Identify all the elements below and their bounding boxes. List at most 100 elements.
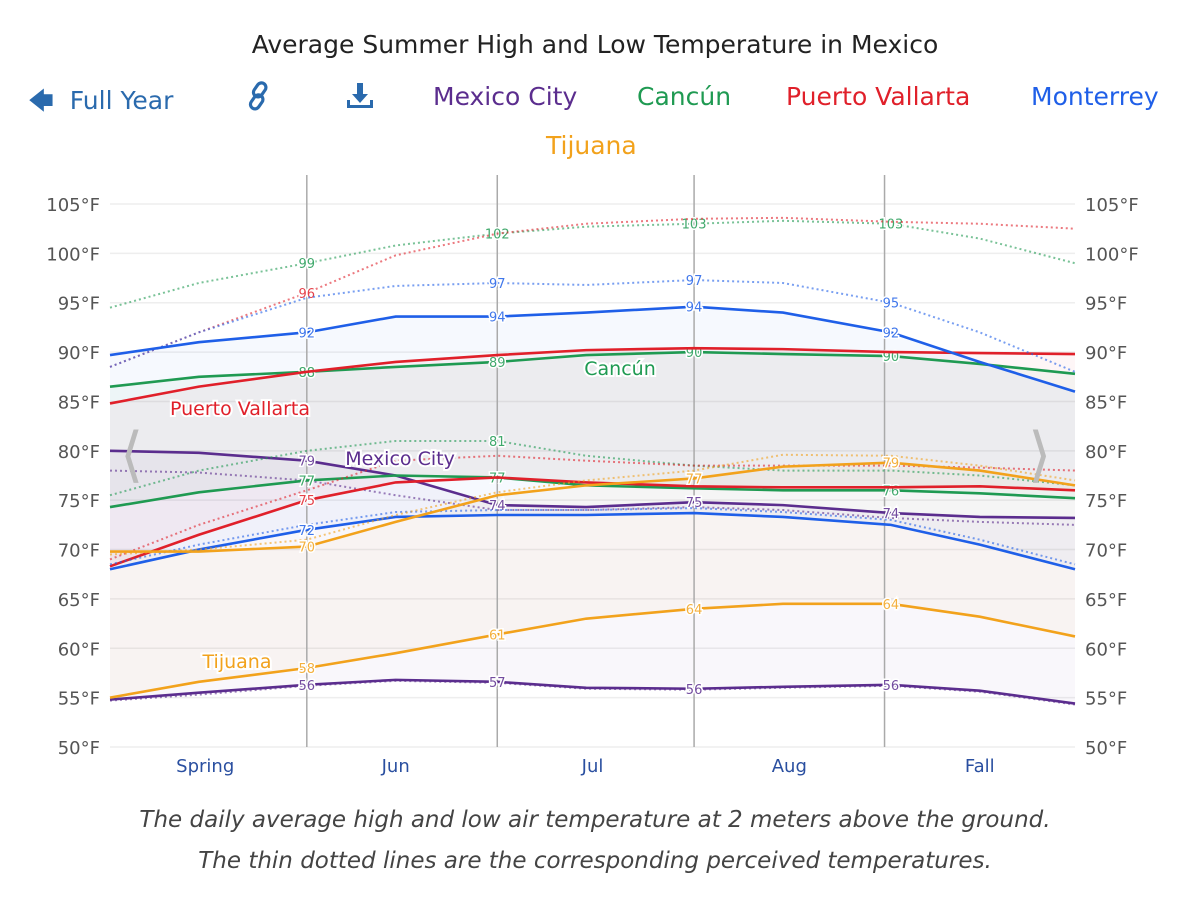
mexico-city-low-line xyxy=(109,678,1076,705)
x-tick-label: Fall xyxy=(965,756,995,777)
download-icon[interactable] xyxy=(345,80,375,118)
mexico-city-data-label: 74 xyxy=(489,499,506,514)
puerto-vallarta-low-perceived-line xyxy=(109,454,1076,561)
tijuana-data-label: 61 xyxy=(489,628,506,643)
monterrey-low-line xyxy=(109,511,1076,571)
tijuana-data-label: 77 xyxy=(686,472,703,487)
canc-n-high-perceived-line xyxy=(109,219,1076,309)
y-tick-label-right: 105°F xyxy=(1085,195,1139,216)
y-tick-label-right: 70°F xyxy=(1085,541,1127,562)
y-tick-label-left: 105°F xyxy=(46,195,100,216)
tijuana-low-line xyxy=(109,602,1076,699)
puerto-vallarta-high-perceived-line xyxy=(109,216,1076,368)
canc-n-high-line xyxy=(109,350,1076,388)
x-tick-label: Jun xyxy=(381,756,410,777)
canc-n-data-label: 99 xyxy=(299,257,316,272)
mexico-city-data-label: 75 xyxy=(686,496,703,511)
legend-puerto-vallarta[interactable]: Puerto Vallarta xyxy=(786,82,971,111)
y-tick-label-right: 55°F xyxy=(1085,689,1127,710)
series-label: Tijuana xyxy=(202,651,272,673)
legend-monterrey[interactable]: Monterrey xyxy=(1031,82,1159,111)
canc-n-data-label: 77 xyxy=(489,471,506,486)
range-band-2 xyxy=(110,348,1075,567)
y-tick-label-right: 60°F xyxy=(1085,639,1127,660)
mexico-city-data-label: 56 xyxy=(883,679,900,694)
y-tick-label-right: 90°F xyxy=(1085,343,1127,364)
y-tick-label-left: 65°F xyxy=(58,590,100,611)
monterrey-data-label: 72 xyxy=(299,524,316,539)
link-icon[interactable] xyxy=(244,80,274,118)
monterrey-data-label: 97 xyxy=(489,277,506,292)
y-tick-label-left: 85°F xyxy=(58,392,100,413)
y-tick-label-left: 75°F xyxy=(58,491,100,512)
full-year-label: Full Year xyxy=(69,86,174,115)
caption-line-1: The daily average high and low air tempe… xyxy=(139,807,1051,833)
tijuana-high-perceived-line xyxy=(109,453,1076,556)
canc-n-data-label: 77 xyxy=(299,474,316,489)
canc-n-data-label: 89 xyxy=(489,356,506,371)
y-tick-label-left: 90°F xyxy=(58,343,100,364)
canc-n-low-perceived-line xyxy=(109,439,1076,497)
tijuana-data-label: 64 xyxy=(686,603,703,618)
monterrey-low-perceived-line xyxy=(109,507,1076,566)
y-tick-label-right: 95°F xyxy=(1085,294,1127,315)
tijuana-data-label: 79 xyxy=(883,457,900,472)
monterrey-data-label: 92 xyxy=(299,326,316,341)
chevron-right-icon[interactable]: ⟩ xyxy=(1028,420,1052,490)
puerto-vallarta-high-line xyxy=(109,346,1076,405)
x-tick-label: Jul xyxy=(581,756,604,777)
y-tick-label-right: 75°F xyxy=(1085,491,1127,512)
chevron-left-icon[interactable]: ⟨ xyxy=(120,420,144,490)
y-tick-label-right: 80°F xyxy=(1085,442,1127,463)
y-tick-label-left: 50°F xyxy=(58,738,100,759)
chart-title: Average Summer High and Low Temperature … xyxy=(251,30,939,59)
y-tick-label-left: 60°F xyxy=(58,639,100,660)
canc-n-data-label: 103 xyxy=(878,218,903,233)
legend-cancun[interactable]: Cancún xyxy=(637,82,732,111)
caption-line-2: The thin dotted lines are the correspond… xyxy=(198,848,992,874)
y-tick-label-right: 65°F xyxy=(1085,590,1127,611)
tijuana-data-label: 64 xyxy=(883,598,900,613)
monterrey-data-label: 94 xyxy=(489,311,506,326)
canc-n-data-label: 81 xyxy=(489,435,506,450)
tijuana-data-label: 70 xyxy=(299,541,316,556)
mexico-city-high-perceived-line xyxy=(109,469,1076,526)
canc-n-data-label: 88 xyxy=(299,366,316,381)
monterrey-high-perceived-line xyxy=(109,279,1076,373)
tijuana-high-line xyxy=(110,461,1076,553)
tijuana-data-label: 58 xyxy=(299,662,316,677)
monterrey-high-line xyxy=(109,305,1076,393)
x-tick-label: Aug xyxy=(772,756,807,777)
y-tick-label-left: 70°F xyxy=(58,541,100,562)
monterrey-data-label: 92 xyxy=(883,326,900,341)
y-tick-label-left: 100°F xyxy=(46,244,100,265)
mexico-city-data-label: 56 xyxy=(299,679,316,694)
series-label: Puerto Vallarta xyxy=(170,398,310,420)
y-tick-label-right: 85°F xyxy=(1085,392,1127,413)
puerto-vallarta-data-label: 75 xyxy=(299,494,316,509)
full-year-button[interactable]: 🡄 Full Year xyxy=(28,82,173,125)
puerto-vallarta-data-label: 96 xyxy=(299,287,316,302)
arrow-left-icon: 🡄 xyxy=(28,86,54,115)
series-label: Mexico City xyxy=(345,448,455,470)
monterrey-data-label: 95 xyxy=(883,297,900,312)
canc-n-data-label: 102 xyxy=(485,228,510,243)
mexico-city-data-label: 57 xyxy=(489,676,506,691)
x-tick-label: Spring xyxy=(176,756,234,777)
series-label: Cancún xyxy=(584,358,655,380)
legend-tijuana[interactable]: Tijuana xyxy=(546,131,637,160)
y-tick-label-right: 100°F xyxy=(1085,244,1139,265)
monterrey-data-label: 97 xyxy=(686,274,703,289)
temperature-chart: 50°F 50°F 55°F 55°F 60°F 60°F 65°F 65°F 70°F 70°F… xyxy=(46,175,1139,777)
legend-mexico-city[interactable]: Mexico City xyxy=(433,82,578,111)
y-tick-label-left: 55°F xyxy=(58,689,100,710)
canc-n-data-label: 103 xyxy=(682,218,707,233)
y-tick-label-left: 80°F xyxy=(58,442,100,463)
mexico-city-data-label: 79 xyxy=(299,455,316,470)
caption: The daily average high and low air tempe… xyxy=(0,800,1190,882)
mexico-city-data-label: 56 xyxy=(686,683,703,698)
puerto-vallarta-low-line xyxy=(109,476,1076,568)
y-tick-label-right: 50°F xyxy=(1085,738,1127,759)
monterrey-data-label: 94 xyxy=(686,301,703,316)
y-tick-label-left: 95°F xyxy=(58,294,100,315)
